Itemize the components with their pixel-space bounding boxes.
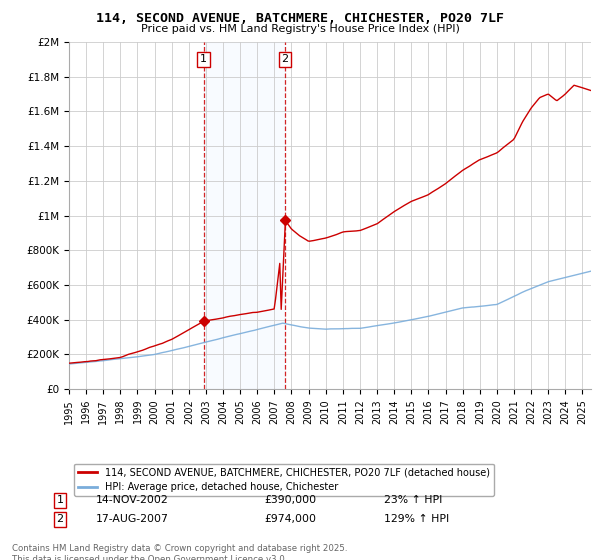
Text: 23% ↑ HPI: 23% ↑ HPI bbox=[384, 495, 442, 505]
Text: 17-AUG-2007: 17-AUG-2007 bbox=[96, 514, 169, 524]
Text: 129% ↑ HPI: 129% ↑ HPI bbox=[384, 514, 449, 524]
Text: £974,000: £974,000 bbox=[264, 514, 316, 524]
Text: Price paid vs. HM Land Registry's House Price Index (HPI): Price paid vs. HM Land Registry's House … bbox=[140, 24, 460, 34]
Text: £390,000: £390,000 bbox=[264, 495, 316, 505]
Text: 1: 1 bbox=[200, 54, 207, 64]
Text: 114, SECOND AVENUE, BATCHMERE, CHICHESTER, PO20 7LF: 114, SECOND AVENUE, BATCHMERE, CHICHESTE… bbox=[96, 12, 504, 25]
Text: 14-NOV-2002: 14-NOV-2002 bbox=[96, 495, 169, 505]
Text: 2: 2 bbox=[281, 54, 289, 64]
Legend: 114, SECOND AVENUE, BATCHMERE, CHICHESTER, PO20 7LF (detached house), HPI: Avera: 114, SECOND AVENUE, BATCHMERE, CHICHESTE… bbox=[74, 464, 494, 496]
Bar bbox=[203, 42, 285, 389]
Text: 2: 2 bbox=[56, 514, 64, 524]
Text: Contains HM Land Registry data © Crown copyright and database right 2025.
This d: Contains HM Land Registry data © Crown c… bbox=[12, 544, 347, 560]
Text: 1: 1 bbox=[56, 495, 64, 505]
